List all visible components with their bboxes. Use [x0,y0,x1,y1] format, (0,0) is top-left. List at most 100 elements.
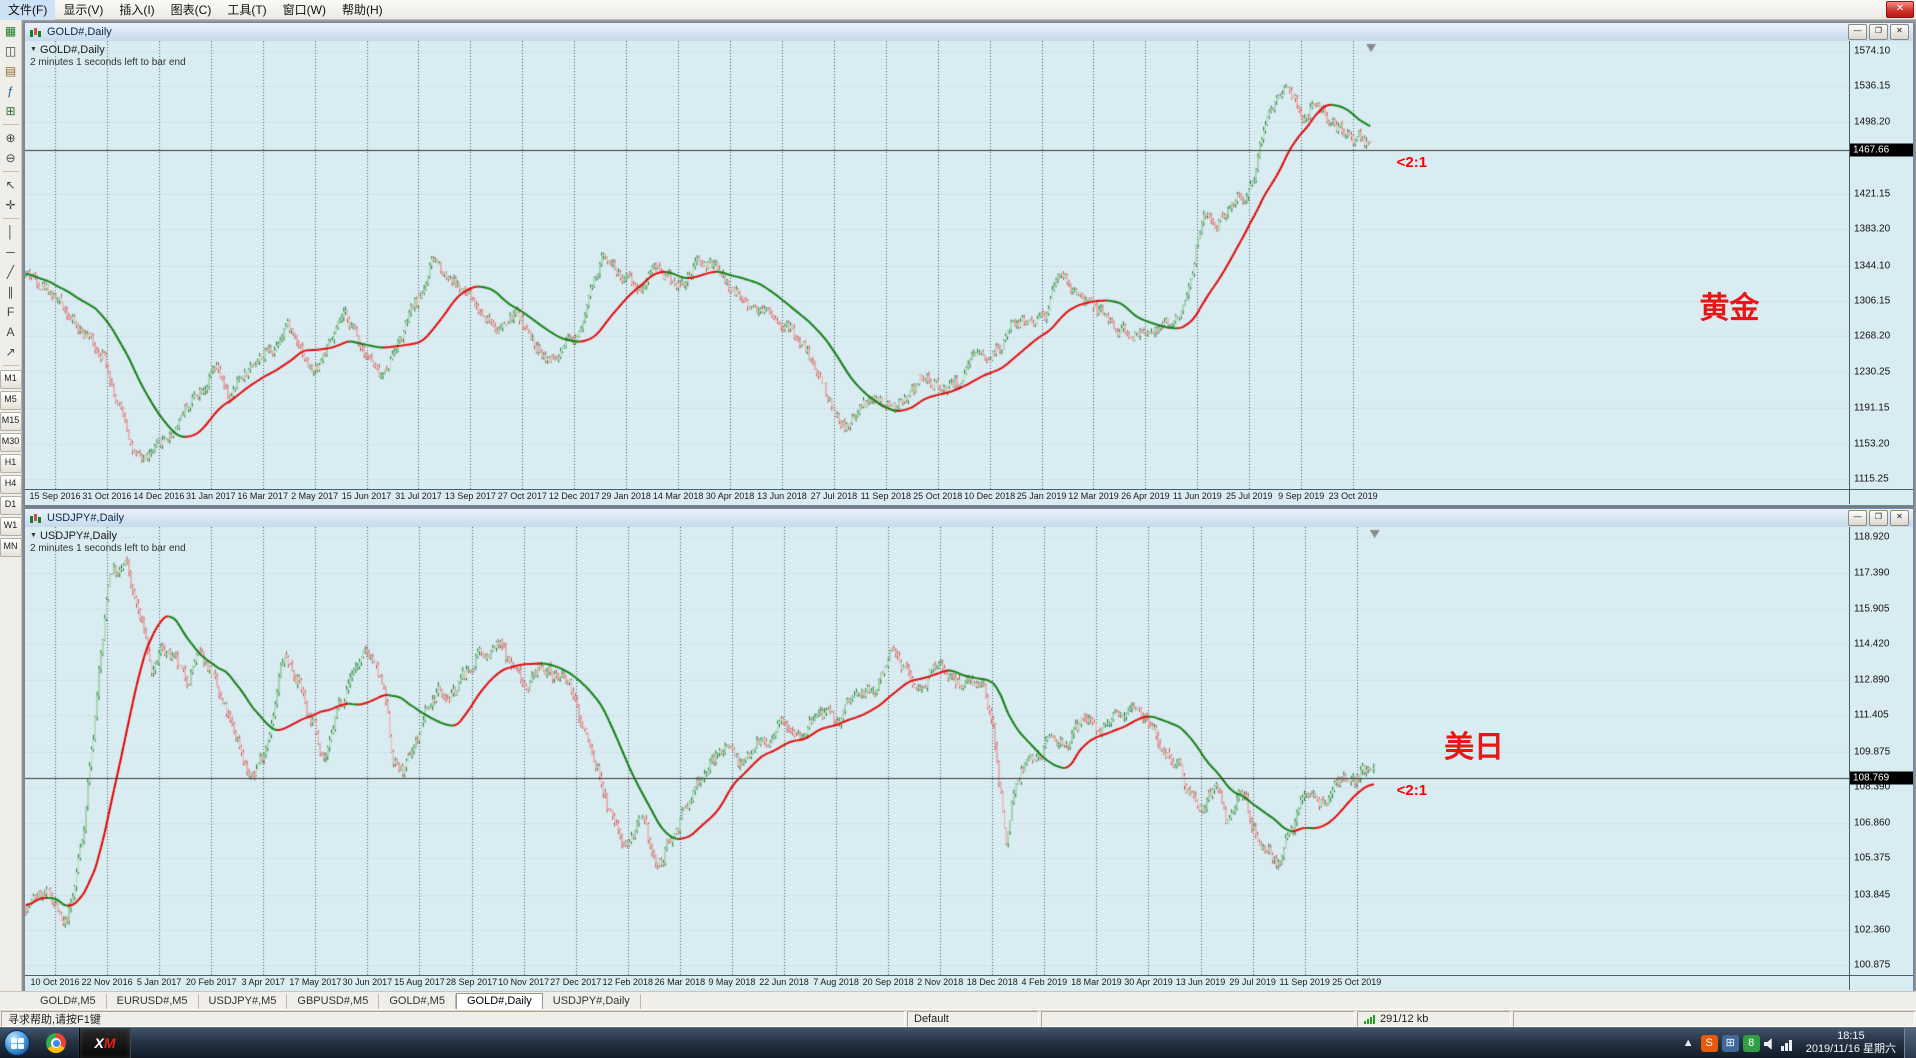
trendline-icon[interactable]: ╱ [6,265,15,279]
date-tick-label: 11 Sep 2018 [860,491,911,501]
fibonacci-icon[interactable]: F [6,305,15,319]
price-tick-label: 1498.20 [1854,116,1891,128]
price-tick-label: 1153.20 [1854,438,1890,450]
date-tick-label: 12 Dec 2017 [548,491,600,501]
app-close-button[interactable]: ✕ [1886,1,1914,18]
chart-icon [30,513,41,523]
current-price-box: 1467.66 [1850,143,1913,157]
menu-item-图表[interactable]: 图表(C) [170,3,212,17]
date-tick-label: 15 Jun 2017 [341,491,392,501]
price-tick-label: 117.390 [1854,567,1890,579]
date-tick-label: 15 Sep 2016 [29,491,81,501]
restore-button[interactable]: ❐ [1869,24,1888,40]
date-tick-label: 11 Sep 2019 [1279,977,1330,987]
vertical-line-icon[interactable]: │ [6,225,15,239]
menu-item-窗口[interactable]: 窗口(W) [282,3,326,17]
indicators-icon[interactable]: ƒ [7,84,14,98]
new-chart-icon[interactable]: ◫ [4,44,17,58]
timeframe-button-m30[interactable]: M30 [0,433,22,452]
menu-item-插入[interactable]: 插入(I) [119,3,155,17]
minimize-button[interactable]: — [1848,24,1867,40]
menu-item-帮助[interactable]: 帮助(H) [341,3,383,17]
channel-icon[interactable]: ∥ [7,285,14,299]
timeframe-button-m1[interactable]: M1 [0,370,22,389]
price-tick-label: 1115.25 [1854,473,1889,485]
zoom-in-icon[interactable]: ⊕ [5,131,16,145]
date-tick-label: 5 Jan 2017 [136,977,182,987]
chart-tab-usdjpy--m5[interactable]: USDJPY#,M5 [199,994,288,1009]
profiles-icon[interactable]: ▤ [4,64,17,78]
menu-item-显示[interactable]: 显示(V) [63,3,104,17]
close-button[interactable]: ✕ [1890,510,1909,526]
chart-tab-usdjpy--daily[interactable]: USDJPY#,Daily [543,994,641,1009]
price-tick-label: 1383.20 [1854,223,1891,235]
timeframe-button-mn[interactable]: MN [0,538,22,557]
cursor-icon[interactable]: ↖ [5,178,16,192]
status-profile[interactable]: Default [907,1011,1039,1027]
gold-window-titlebar[interactable]: GOLD#,Daily — ❐ ✕ [25,23,1913,42]
menu-item-工具[interactable]: 工具(T) [227,3,267,17]
security-tray-icon[interactable]: 8 [1742,1034,1760,1052]
show-desktop-button[interactable] [1904,1028,1916,1058]
text-icon[interactable]: A [6,325,15,339]
timeframe-button-m15[interactable]: M15 [0,412,22,431]
horizontal-line-icon[interactable]: ─ [6,245,15,259]
timeframe-button-h1[interactable]: H1 [0,454,22,473]
taskbar-chrome-button[interactable] [34,1028,79,1058]
date-tick-label: 10 Dec 2018 [964,491,1016,501]
gold-date-axis[interactable]: 15 Sep 2016 31 Oct 2016 14 Dec 2016 31 Jan … [25,489,1849,504]
date-tick-label: 17 May 2017 [289,977,342,987]
price-tick-label: 115.905 [1854,603,1890,614]
network-icon[interactable] [1780,1038,1792,1051]
chart-tab-gold--daily[interactable]: GOLD#,Daily [455,993,543,1009]
usdjpy-date-axis[interactable]: 10 Oct 2016 22 Nov 2016 5 Jan 2017 20 Feb 2… [25,975,1849,990]
chart-tab-gold--m5[interactable]: GOLD#,M5 [30,994,107,1009]
connection-bars-icon [1364,1014,1375,1024]
close-button[interactable]: ✕ [1890,24,1909,40]
zoom-out-icon[interactable]: ⊖ [5,151,16,165]
taskbar-xm-terminal-button[interactable]: X M [79,1028,131,1058]
price-tick-label: 1230.25 [1854,366,1891,378]
toolbar-separator [2,124,19,125]
date-tick-label: 29 Jul 2019 [1229,977,1276,987]
date-tick-label: 3 Apr 2017 [241,977,286,987]
traffic-label: 291/12 kb [1380,1013,1429,1025]
restore-button[interactable]: ❐ [1869,510,1888,526]
date-tick-label: 12 Mar 2019 [1068,491,1119,501]
status-empty-cell [1041,1011,1355,1027]
volume-icon[interactable] [1763,1038,1772,1050]
minimize-button[interactable]: — [1848,510,1867,526]
date-tick-label: 31 Jul 2017 [395,491,442,501]
timeframe-button-m5[interactable]: M5 [0,391,22,410]
clock-date: 2019/11/16 星期六 [1805,1043,1896,1055]
price-tick-label: 1306.15 [1854,295,1891,307]
chart-tab-eurusd--m5[interactable]: EURUSD#,M5 [107,994,199,1009]
hidden-icons-arrow-icon[interactable]: ▲ [1682,1036,1694,1049]
price-tick-label: 1574.10 [1854,45,1891,57]
start-button[interactable] [0,1028,34,1058]
status-empty-cell [1513,1011,1915,1027]
app-tray-icon[interactable]: ⊞ [1721,1034,1739,1052]
date-tick-label: 4 Feb 2019 [1021,977,1068,987]
timeframe-button-w1[interactable]: W1 [0,517,22,536]
new-order-icon[interactable]: ▦ [4,24,17,38]
sogou-input-icon[interactable]: S [1700,1034,1718,1052]
menu-bar: 文件(F) 显示(V) 插入(I) 图表(C) 工具(T) 窗口(W) 帮助(H) ✕ [0,0,1916,20]
crosshair-icon[interactable]: ✛ [5,198,16,212]
arrow-icon[interactable]: ↗ [5,345,16,359]
price-tick-label: 1421.15 [1854,188,1891,200]
timeframe-button-h4[interactable]: H4 [0,475,22,494]
chart-tab-gbpusd--m5[interactable]: GBPUSD#,M5 [287,994,380,1009]
gold-price-axis[interactable]: 1574.10 1536.15 1498.20 1421.15 1383.20 1344.… [1849,41,1913,489]
grid-icon[interactable]: ⊞ [5,104,16,118]
price-tick-label: 109.875 [1854,746,1891,758]
usdjpy-price-axis[interactable]: 118.920 117.390 115.905 114.420 112.890 111.4… [1849,527,1913,975]
gold-chart-canvas[interactable] [25,41,1849,489]
usdjpy-window-titlebar[interactable]: USDJPY#,Daily — ❐ ✕ [25,509,1913,528]
chart-tab-gold--m5[interactable]: GOLD#,M5 [379,994,456,1009]
taskbar-clock[interactable]: 18:15 2019/11/16 星期六 [1798,1030,1904,1056]
menu-item-文件[interactable]: 文件(F) [0,0,56,20]
chart-icon [30,27,41,37]
usdjpy-chart-canvas[interactable] [25,527,1849,975]
timeframe-button-d1[interactable]: D1 [0,496,22,515]
